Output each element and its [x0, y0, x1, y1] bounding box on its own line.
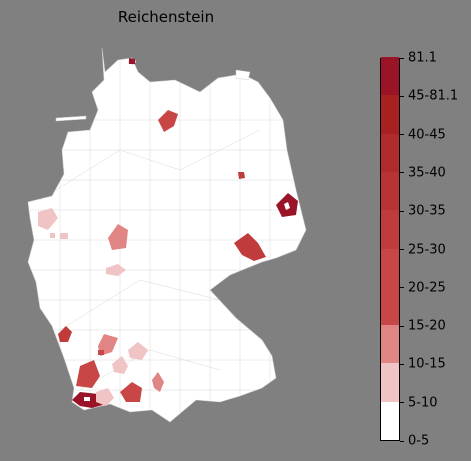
legend-segment [381, 56, 399, 96]
legend-colorbar [380, 56, 400, 441]
district-hesse-central [106, 264, 126, 276]
legend-segment [381, 286, 399, 326]
district-white-2 [84, 397, 90, 401]
legend-tick-label: 20-25 [408, 280, 446, 296]
district-baden-north-small [98, 350, 104, 355]
legend-tick-label: 15-20 [408, 318, 446, 334]
district-white-1 [284, 202, 290, 210]
district-saarland [58, 326, 72, 342]
legend-segment [381, 401, 399, 440]
legend-segment [381, 248, 399, 287]
legend-tick [400, 249, 404, 250]
legend-segment [381, 171, 399, 211]
legend-tick [400, 440, 404, 442]
legend-tick [400, 325, 404, 327]
legend-segment [381, 94, 399, 134]
map-title: Reichenstein [117, 8, 215, 26]
legend-segment [381, 133, 399, 172]
district-schleswig-holstein [129, 58, 135, 64]
legend-segment [381, 362, 399, 402]
district-hamburg [158, 110, 178, 132]
legend-tick-label: 10-15 [408, 356, 446, 372]
legend-tick-label: 35-40 [408, 165, 446, 181]
district-saxony-east [234, 233, 266, 261]
district-nrw-small [50, 233, 68, 239]
district-wuerttemberg [128, 342, 148, 360]
legend-tick-label: 40-45 [408, 127, 446, 143]
legend-tick [400, 402, 404, 404]
legend-tick [400, 210, 404, 212]
legend-tick-label: 30-35 [408, 203, 446, 219]
legend-tick [400, 172, 404, 174]
legend-tick [400, 134, 404, 136]
legend-tick [400, 363, 404, 365]
district-bavaria-west [152, 372, 164, 392]
germany-outline [27, 47, 307, 423]
legend-tick-label: 81.1 [408, 50, 437, 66]
district-constance [120, 382, 142, 402]
district-stuttgart-south [112, 356, 128, 374]
district-breisgau-light [96, 388, 114, 406]
legend-tick-label: 5-10 [408, 395, 438, 411]
legend-tick [400, 57, 404, 59]
district-berlin [238, 172, 245, 179]
district-hesse-north [108, 224, 128, 250]
legend-tick-label: 0-5 [408, 433, 430, 449]
legend-tick [400, 95, 404, 97]
legend-tick [400, 287, 404, 289]
legend-segment [381, 209, 399, 249]
district-nrw-west [38, 208, 58, 230]
legend-tick-label: 25-30 [408, 242, 446, 257]
district-baden-west [76, 360, 100, 388]
highlighted-districts [38, 58, 298, 408]
legend-tick-label: 45-81.1 [408, 88, 459, 104]
legend-segment [381, 324, 399, 364]
